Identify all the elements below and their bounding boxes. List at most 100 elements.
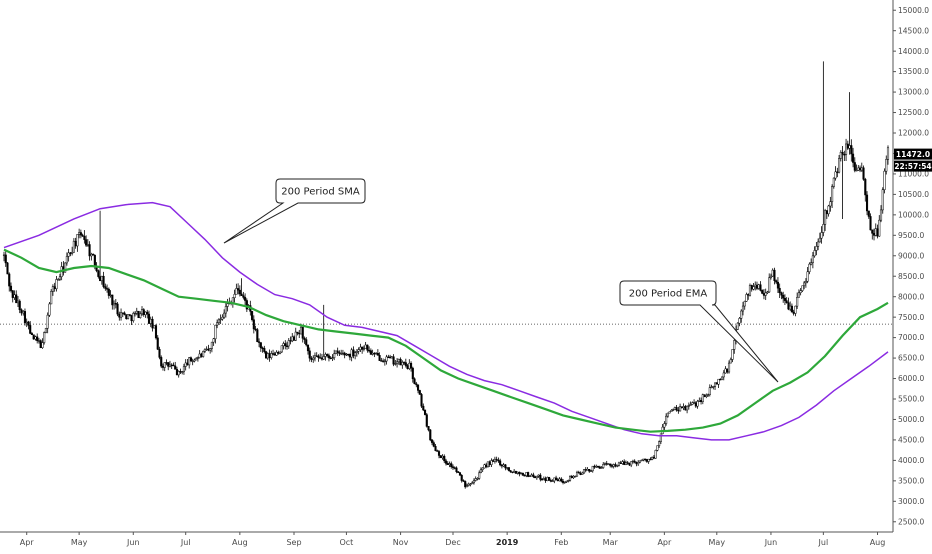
candle-body [443, 455, 446, 462]
price-axis-label: 3500.0 [898, 476, 924, 485]
candle-body [535, 475, 538, 479]
price-axis-label: 7500.0 [898, 313, 924, 322]
candle-body [696, 401, 699, 407]
candle-body [195, 358, 198, 361]
candle-body [553, 477, 556, 482]
candle-body [4, 254, 7, 264]
candle-body [415, 383, 418, 386]
candle-body [434, 446, 437, 451]
price-axis-group[interactable]: 2500.0 3000.0 3500.0 4000.0 4500.0 5000.0 5500… [892, 0, 929, 532]
candle-body [154, 325, 158, 339]
candle-body [111, 294, 114, 306]
candle-body [354, 352, 357, 357]
candle-body [464, 481, 467, 488]
candle-body [99, 276, 102, 282]
candle-body [343, 352, 346, 356]
candle-body [881, 189, 884, 211]
candle-body [366, 344, 369, 351]
candle-body [776, 281, 779, 289]
candle-body [581, 472, 584, 475]
price-axis-label: 6500.0 [898, 354, 924, 363]
candle-body [282, 343, 285, 346]
candle-body [65, 256, 68, 264]
candle-body [670, 410, 673, 412]
candle-body [81, 234, 84, 237]
candle-body [638, 460, 641, 463]
candle-body [806, 271, 809, 282]
candle-body [761, 290, 764, 294]
candle-body [350, 349, 353, 358]
candle-body [707, 394, 710, 396]
candle-body [829, 201, 832, 207]
last-price-badge [894, 148, 932, 160]
candle-body [139, 313, 142, 318]
price-axis-label: 5500.0 [898, 395, 924, 404]
callout-label: 200 Period EMA [629, 289, 708, 300]
candle-body [740, 310, 743, 319]
candle-body [752, 286, 755, 290]
candle-body [273, 353, 276, 356]
candle-body [261, 347, 264, 349]
time-axis-label: Mar [603, 538, 619, 547]
callout-bubble [223, 178, 366, 244]
candle-body [287, 340, 290, 347]
candle-body [523, 475, 526, 477]
candle-body [792, 311, 795, 314]
candle-body [673, 407, 676, 410]
price-axis-label: 13000.0 [898, 88, 929, 97]
candle-body [399, 358, 402, 366]
candle-body [703, 394, 706, 397]
candle-body [521, 472, 524, 476]
candle-body [885, 159, 888, 172]
candle-body [336, 350, 339, 353]
candle-body [691, 402, 694, 405]
candle-body [259, 342, 262, 349]
candle-body [217, 319, 220, 323]
candle-body [200, 353, 203, 357]
candle-body [390, 356, 393, 359]
candle-body [808, 263, 811, 273]
candle-body [722, 372, 725, 378]
candle-body [562, 480, 565, 483]
candle-body [93, 255, 96, 267]
candle-body [666, 412, 669, 417]
candle-body [245, 300, 248, 310]
candle-body [203, 349, 206, 352]
candle-body [768, 277, 771, 293]
candle-body [123, 312, 126, 315]
candle-body [727, 362, 731, 373]
candle-body [548, 477, 551, 481]
candle-body [441, 455, 444, 459]
candle-body [588, 468, 591, 472]
candle-body [665, 415, 668, 424]
candle-body [167, 362, 170, 367]
candle-body [44, 327, 47, 333]
candle-body [331, 357, 334, 359]
candle-body [803, 282, 806, 287]
candle-body [266, 353, 269, 359]
candle-body [376, 352, 379, 356]
candle-body [382, 360, 385, 362]
candle-body [118, 313, 121, 318]
candle-body [327, 355, 330, 359]
candle-body [574, 475, 577, 478]
candle-body [315, 355, 318, 357]
candle-body [432, 442, 435, 447]
candle-body [106, 288, 109, 290]
candle-body [465, 485, 469, 488]
candle-body [575, 471, 579, 477]
candle-body [668, 411, 671, 414]
candle-body [528, 475, 531, 478]
candle-body [710, 386, 713, 389]
candle-body [132, 313, 135, 322]
candle-body [385, 356, 388, 362]
candle-body [67, 252, 70, 257]
time-axis-group[interactable]: Apr May Jun Jul Aug Sep Oct Nov Dec 2019 Feb Mar Apr… [0, 531, 893, 547]
candle-body [813, 250, 816, 257]
candle-body [743, 300, 746, 307]
candle-body [679, 406, 682, 412]
candle-body [450, 463, 453, 468]
candle-body [444, 460, 448, 464]
candle-body [221, 316, 224, 320]
